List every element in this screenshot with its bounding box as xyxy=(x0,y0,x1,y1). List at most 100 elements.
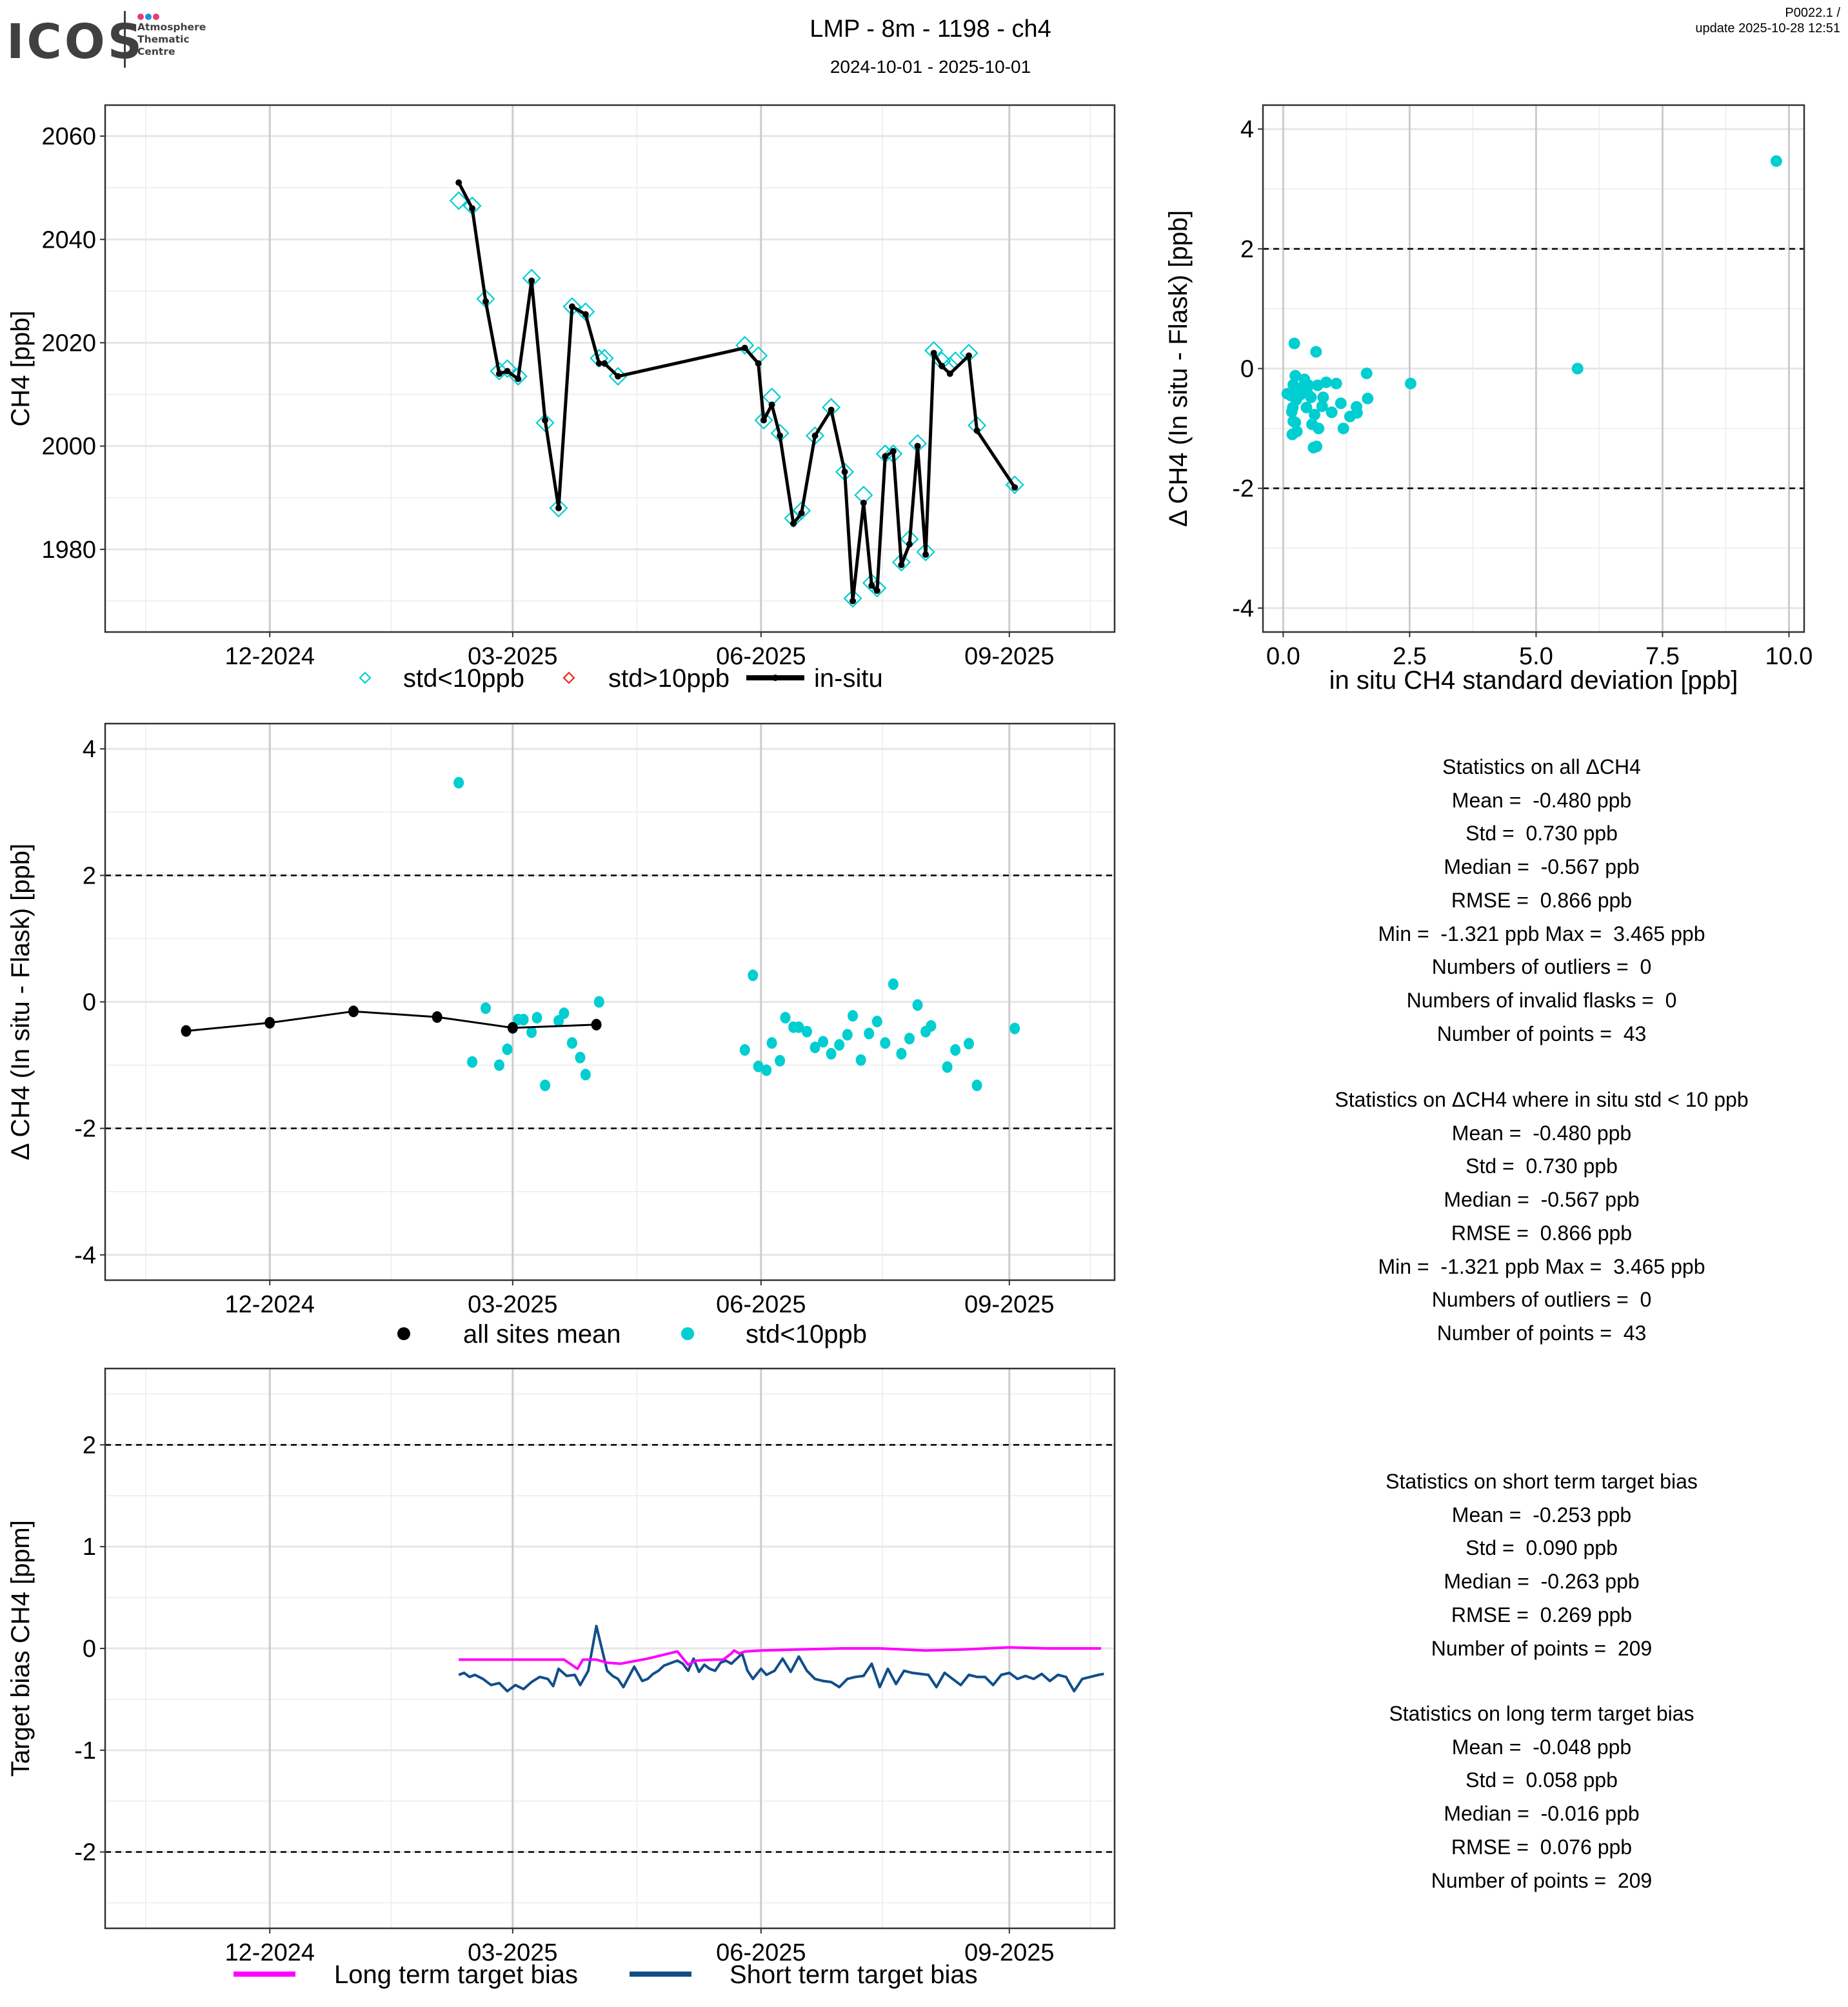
scatter-point xyxy=(1335,397,1347,410)
logo-wordmark: ICOS xyxy=(6,14,145,70)
in-situ-point xyxy=(906,540,913,548)
stats-line: RMSE = 0.269 ppb xyxy=(1451,1603,1633,1626)
legend-label: Long term target bias xyxy=(334,1961,578,1989)
delta-point xyxy=(753,1060,764,1073)
delta-point xyxy=(848,1010,859,1022)
y-tick-label: 4 xyxy=(83,736,96,763)
delta-point xyxy=(793,1021,804,1033)
in-situ-point xyxy=(849,597,857,604)
sites-mean-point xyxy=(591,1018,602,1031)
in-situ-point xyxy=(595,360,602,367)
y-tick-label: 2 xyxy=(83,862,96,889)
scatter-point xyxy=(1291,425,1303,437)
y-axis-label: Δ CH4 (In situ - Flask) [ppb] xyxy=(1164,210,1193,527)
in-situ-point xyxy=(455,179,462,186)
data-point-diamond xyxy=(535,413,555,433)
legend-label: std<10ppb xyxy=(746,1320,867,1349)
scatter-point xyxy=(1360,367,1373,379)
stats-line: Median = -0.567 ppb xyxy=(1444,1188,1640,1212)
stats-heading: Statistics on all ΔCH4 xyxy=(1442,755,1641,778)
stats-line: Median = -0.567 ppb xyxy=(1444,855,1640,879)
y-tick-label: 0 xyxy=(83,1636,96,1663)
stats-line: Std = 0.730 ppb xyxy=(1465,1154,1618,1178)
data-point-diamond xyxy=(497,359,517,379)
scatter-point xyxy=(1330,377,1342,390)
x-tick-label: 12-2024 xyxy=(225,1939,315,1966)
delta-point xyxy=(748,969,759,982)
delta-point xyxy=(818,1036,829,1048)
delta-point xyxy=(526,1026,537,1038)
chart-target-bias: -2 -1 0 1 2 12-2024 03-2025 06-2025 09-2025 Targe… xyxy=(6,1367,1116,1989)
in-situ-point xyxy=(922,551,929,558)
x-tick-label: 03-2025 xyxy=(468,643,557,670)
scatter-point xyxy=(1310,346,1322,358)
delta-point xyxy=(904,1033,915,1045)
in-situ-point xyxy=(930,350,937,357)
stats-line: RMSE = 0.866 ppb xyxy=(1451,1221,1633,1245)
long-term-bias-line xyxy=(459,1646,1102,1670)
scatter-point xyxy=(1305,391,1317,404)
in-situ-point xyxy=(777,432,784,439)
logo-divider xyxy=(124,11,126,68)
delta-point xyxy=(971,1079,982,1091)
delta-point xyxy=(453,776,464,789)
x-tick-label: 12-2024 xyxy=(225,1291,315,1318)
in-situ-point xyxy=(755,360,762,367)
y-axis-label: Δ CH4 (In situ - Flask) [ppb] xyxy=(6,844,35,1160)
in-situ-point xyxy=(542,417,549,424)
legend-dot-swatch xyxy=(397,1327,410,1340)
x-tick-label: 09-2025 xyxy=(964,1939,1054,1966)
delta-point xyxy=(566,1037,577,1049)
y-tick-label: 2020 xyxy=(41,330,96,357)
data-point-diamond xyxy=(549,499,568,518)
y-tick-label: 2040 xyxy=(41,226,96,253)
delta-point xyxy=(880,1037,891,1049)
delta-point xyxy=(493,1059,504,1071)
stats-line: Median = -0.263 ppb xyxy=(1444,1570,1640,1594)
x-tick-label: 03-2025 xyxy=(468,1291,557,1318)
in-situ-point xyxy=(741,344,748,351)
scatter-point xyxy=(1317,391,1329,404)
in-situ-point xyxy=(582,311,589,318)
logo-subtitle-line: Centre xyxy=(137,46,175,57)
delta-point xyxy=(540,1079,551,1091)
stats-line: RMSE = 0.866 ppb xyxy=(1451,888,1633,912)
legend-label: in-situ xyxy=(814,664,883,693)
delta-point xyxy=(559,1007,570,1020)
delta-point xyxy=(739,1044,750,1056)
stats-line: Std = 0.090 ppb xyxy=(1465,1536,1618,1560)
y-tick-label: -2 xyxy=(74,1839,96,1866)
in-situ-point xyxy=(898,561,905,568)
delta-point xyxy=(855,1054,866,1066)
data-point-diamond xyxy=(562,671,575,684)
sites-mean-line xyxy=(186,1010,597,1033)
in-situ-point xyxy=(868,582,875,589)
y-tick-label: 0 xyxy=(1240,356,1254,383)
data-point-diamond xyxy=(843,589,862,608)
stats-heading: Statistics on long term target bias xyxy=(1389,1702,1694,1725)
in-situ-point xyxy=(760,417,768,424)
legend-dot-swatch xyxy=(681,1327,694,1340)
stats-line: Std = 0.058 ppb xyxy=(1465,1768,1618,1792)
sites-mean-point xyxy=(264,1016,275,1029)
y-tick-label: 2000 xyxy=(41,433,96,460)
scatter-point xyxy=(1571,362,1584,375)
scatter-point xyxy=(1306,418,1318,430)
delta-point xyxy=(766,1037,777,1049)
x-tick-label: 06-2025 xyxy=(716,643,806,670)
logo-subtitle-line: Thematic xyxy=(137,34,190,45)
y-tick-label: -1 xyxy=(74,1737,96,1765)
logo-subtitle: Atmosphere Thematic Centre xyxy=(137,21,206,58)
delta-point xyxy=(532,1012,542,1024)
sites-mean-point xyxy=(181,1025,192,1037)
legend: all sites mean std<10ppb xyxy=(397,1320,867,1349)
in-situ-point xyxy=(873,587,880,594)
scatter-point xyxy=(1351,407,1363,419)
in-situ-point xyxy=(914,442,921,450)
in-situ-point xyxy=(768,401,775,408)
delta-point xyxy=(912,999,923,1011)
data-point-diamond xyxy=(449,191,468,210)
in-situ-point xyxy=(973,427,980,434)
data-point-diamond xyxy=(754,411,773,430)
y-tick-label: -2 xyxy=(1232,475,1254,502)
